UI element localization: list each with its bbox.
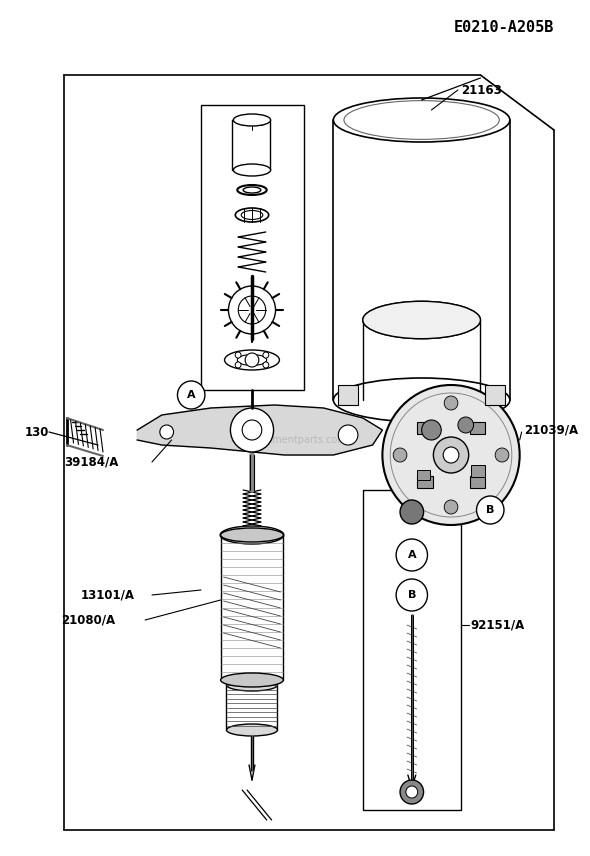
Ellipse shape xyxy=(235,208,268,222)
Circle shape xyxy=(477,496,504,524)
Circle shape xyxy=(444,500,458,514)
Ellipse shape xyxy=(234,164,271,176)
Bar xyxy=(470,476,485,488)
Circle shape xyxy=(443,447,459,463)
Circle shape xyxy=(263,352,269,358)
Text: A: A xyxy=(408,550,416,560)
Bar xyxy=(417,422,432,434)
Ellipse shape xyxy=(333,98,510,142)
Ellipse shape xyxy=(333,378,510,422)
Ellipse shape xyxy=(234,114,271,126)
Bar xyxy=(201,105,304,390)
Bar xyxy=(471,465,486,477)
Ellipse shape xyxy=(227,679,277,691)
Circle shape xyxy=(422,420,441,440)
Ellipse shape xyxy=(243,187,261,193)
Circle shape xyxy=(263,362,269,368)
Circle shape xyxy=(235,352,241,358)
Ellipse shape xyxy=(220,526,284,544)
Bar xyxy=(417,476,432,488)
Text: 92151/A: 92151/A xyxy=(471,619,525,632)
Circle shape xyxy=(382,385,520,525)
Text: 130: 130 xyxy=(25,425,49,438)
Circle shape xyxy=(393,448,407,462)
Bar xyxy=(363,490,461,810)
Text: ereplacementparts.com: ereplacementparts.com xyxy=(231,435,348,445)
Circle shape xyxy=(400,500,424,524)
Circle shape xyxy=(406,786,418,798)
Ellipse shape xyxy=(225,350,280,370)
Circle shape xyxy=(242,420,262,440)
Ellipse shape xyxy=(227,724,277,736)
Circle shape xyxy=(338,425,358,445)
Text: A: A xyxy=(187,390,195,400)
Ellipse shape xyxy=(221,528,283,542)
Circle shape xyxy=(495,448,509,462)
Bar xyxy=(232,120,270,170)
Circle shape xyxy=(400,780,424,804)
Bar xyxy=(486,385,505,405)
Ellipse shape xyxy=(241,211,263,219)
Circle shape xyxy=(245,353,259,367)
Polygon shape xyxy=(137,405,382,455)
Text: 39184/A: 39184/A xyxy=(64,455,118,468)
Text: 21080/A: 21080/A xyxy=(61,614,115,627)
Bar xyxy=(417,470,431,480)
Circle shape xyxy=(444,396,458,410)
Circle shape xyxy=(228,286,276,334)
Circle shape xyxy=(231,408,274,452)
Circle shape xyxy=(178,381,205,409)
Circle shape xyxy=(396,579,428,611)
Ellipse shape xyxy=(363,301,480,339)
Text: 21163: 21163 xyxy=(461,84,502,97)
Circle shape xyxy=(238,296,266,324)
Circle shape xyxy=(458,417,474,433)
Bar xyxy=(470,422,485,434)
Text: 21039/A: 21039/A xyxy=(525,424,579,437)
Ellipse shape xyxy=(221,673,283,687)
Bar xyxy=(338,385,358,405)
Text: 13101/A: 13101/A xyxy=(80,589,135,602)
Circle shape xyxy=(434,437,468,473)
Text: B: B xyxy=(408,590,416,600)
Ellipse shape xyxy=(237,354,267,366)
Circle shape xyxy=(235,362,241,368)
Text: B: B xyxy=(486,505,494,515)
Circle shape xyxy=(396,539,428,571)
Ellipse shape xyxy=(363,301,480,339)
Circle shape xyxy=(160,425,173,439)
Text: E0210-A205B: E0210-A205B xyxy=(454,20,554,35)
